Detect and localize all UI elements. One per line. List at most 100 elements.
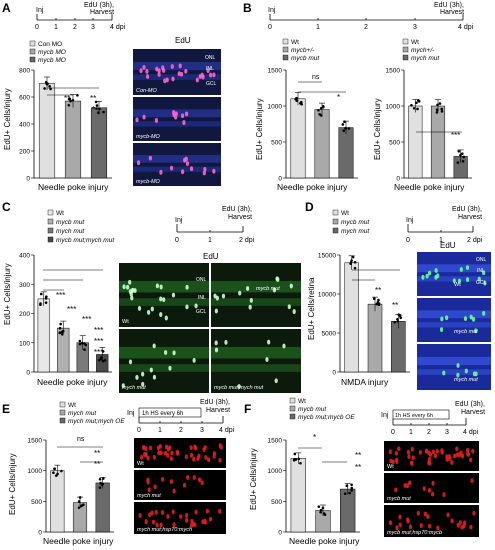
timeline-tick: 2 dpi — [239, 237, 255, 244]
data-point — [398, 314, 402, 318]
labeled-cell — [398, 514, 402, 520]
legend-item: mych+/- — [411, 47, 435, 54]
labeled-cell — [427, 460, 432, 466]
data-point — [438, 102, 442, 105]
labeled-cell — [182, 120, 186, 125]
data-point — [350, 486, 354, 490]
timeline-edu-label: EdU (3h), — [222, 206, 252, 213]
labeled-cell — [205, 508, 209, 514]
legend-item: mycb mut — [291, 55, 320, 62]
labeled-cell — [237, 384, 241, 389]
data-point — [293, 452, 297, 456]
labeled-cell — [469, 524, 473, 530]
labeled-cell — [272, 287, 277, 293]
legend-item: mycb+/- — [291, 47, 315, 54]
retina-layer — [119, 364, 209, 372]
labeled-cell — [456, 363, 460, 368]
sig-label: *** — [451, 131, 460, 140]
data-point — [101, 359, 105, 363]
labeled-cell — [172, 522, 176, 528]
y-tick-label: 500 — [271, 140, 282, 147]
panel-d: D Inj EdU (3h), Harvest 0 1 2 dpi Wt myc… — [305, 200, 491, 390]
y-axis-label: EdU+ Cells/injury — [373, 98, 382, 160]
image-caption: Wt — [454, 282, 461, 288]
data-point — [321, 506, 325, 510]
image-title: EdU — [175, 36, 191, 45]
labeled-cell — [482, 270, 486, 276]
labeled-cell — [214, 347, 219, 353]
labeled-cell — [192, 456, 196, 462]
labeled-cell — [148, 512, 152, 518]
image-caption: mych mut — [137, 493, 161, 499]
labeled-cell — [164, 315, 168, 321]
data-point — [353, 260, 357, 264]
labeled-cell — [433, 453, 437, 459]
panel-letter: E — [2, 402, 10, 416]
sig-label: *** — [94, 337, 103, 346]
data-point — [461, 159, 465, 163]
y-tick-label: 0 — [26, 370, 30, 377]
panel-letter: F — [244, 402, 251, 416]
legend-item: mycb mut — [341, 219, 370, 226]
data-point — [343, 120, 346, 124]
timeline-harvest-label: Harvest — [440, 9, 464, 16]
data-point — [350, 489, 353, 492]
retina-layer — [133, 166, 221, 172]
y-axis-label: EdU+ Cells/injury — [249, 448, 258, 510]
y-tick-label: 15000 — [318, 253, 336, 260]
y-tick-label: 0 — [332, 370, 336, 377]
timeline-tick: 1 — [158, 427, 162, 434]
labeled-cell — [431, 449, 435, 455]
labeled-cell — [289, 283, 293, 289]
layer-label: INL — [477, 268, 485, 274]
retina-layer — [119, 346, 209, 359]
chart-d: 0 5000 10000 15000 — [318, 253, 410, 377]
labeled-cell — [150, 306, 154, 312]
image-caption: mycb mut — [256, 286, 280, 292]
legend-item: Wt — [56, 210, 64, 217]
timeline-edu-label: EdU (3h), — [434, 2, 464, 9]
labeled-cell — [436, 525, 440, 531]
micrograph-stack: ONL INL GCL Con-MO mycb-MO mycb-MO — [133, 49, 221, 186]
micrograph — [384, 473, 479, 503]
retina-layer — [133, 155, 221, 163]
retina-layer — [211, 298, 301, 306]
labeled-cell — [425, 273, 429, 279]
timeline-harvest-label: Harvest — [461, 409, 485, 416]
labeled-cell — [171, 76, 175, 82]
labeled-cell — [458, 520, 462, 526]
data-point — [300, 102, 303, 106]
labeled-cell — [185, 513, 189, 518]
bar — [37, 298, 50, 373]
labeled-cell — [128, 279, 132, 285]
timeline-inj-label: Inj — [36, 7, 44, 14]
chart-a: 0 200 400 600 800 — [19, 68, 112, 183]
data-point — [377, 298, 380, 302]
sig-label: *** — [94, 348, 103, 357]
labeled-cell — [410, 460, 414, 466]
y-tick-label: 0 — [396, 176, 400, 183]
panel-e: E Wt mych mut mych mut;mych OE Inj 1h HS… — [2, 399, 235, 546]
legend-item: mych mut — [341, 228, 370, 235]
data-point — [77, 500, 81, 503]
legend-item: mycb MO — [38, 57, 66, 64]
labeled-cell — [159, 312, 163, 317]
image-caption: mycb mut — [454, 329, 478, 335]
y-tick-label: 300 — [19, 282, 30, 289]
timeline-inj-label: Inj — [268, 7, 276, 14]
labeled-cell — [193, 444, 197, 450]
sig-label: ns — [312, 74, 320, 81]
timeline-edu-label: EdU (3h), — [452, 206, 482, 213]
labeled-cell — [186, 475, 190, 480]
retina-layer — [133, 121, 221, 127]
labeled-cell — [398, 522, 402, 528]
y-tick-label: 1500 — [28, 438, 43, 445]
labeled-cell — [431, 491, 435, 497]
data-point — [436, 103, 439, 107]
sig-label: *** — [94, 326, 103, 335]
labeled-cell — [146, 455, 150, 461]
retina-layer — [133, 61, 221, 71]
labeled-cell — [445, 315, 449, 321]
sig-label: * — [337, 93, 340, 102]
data-point — [416, 107, 419, 111]
